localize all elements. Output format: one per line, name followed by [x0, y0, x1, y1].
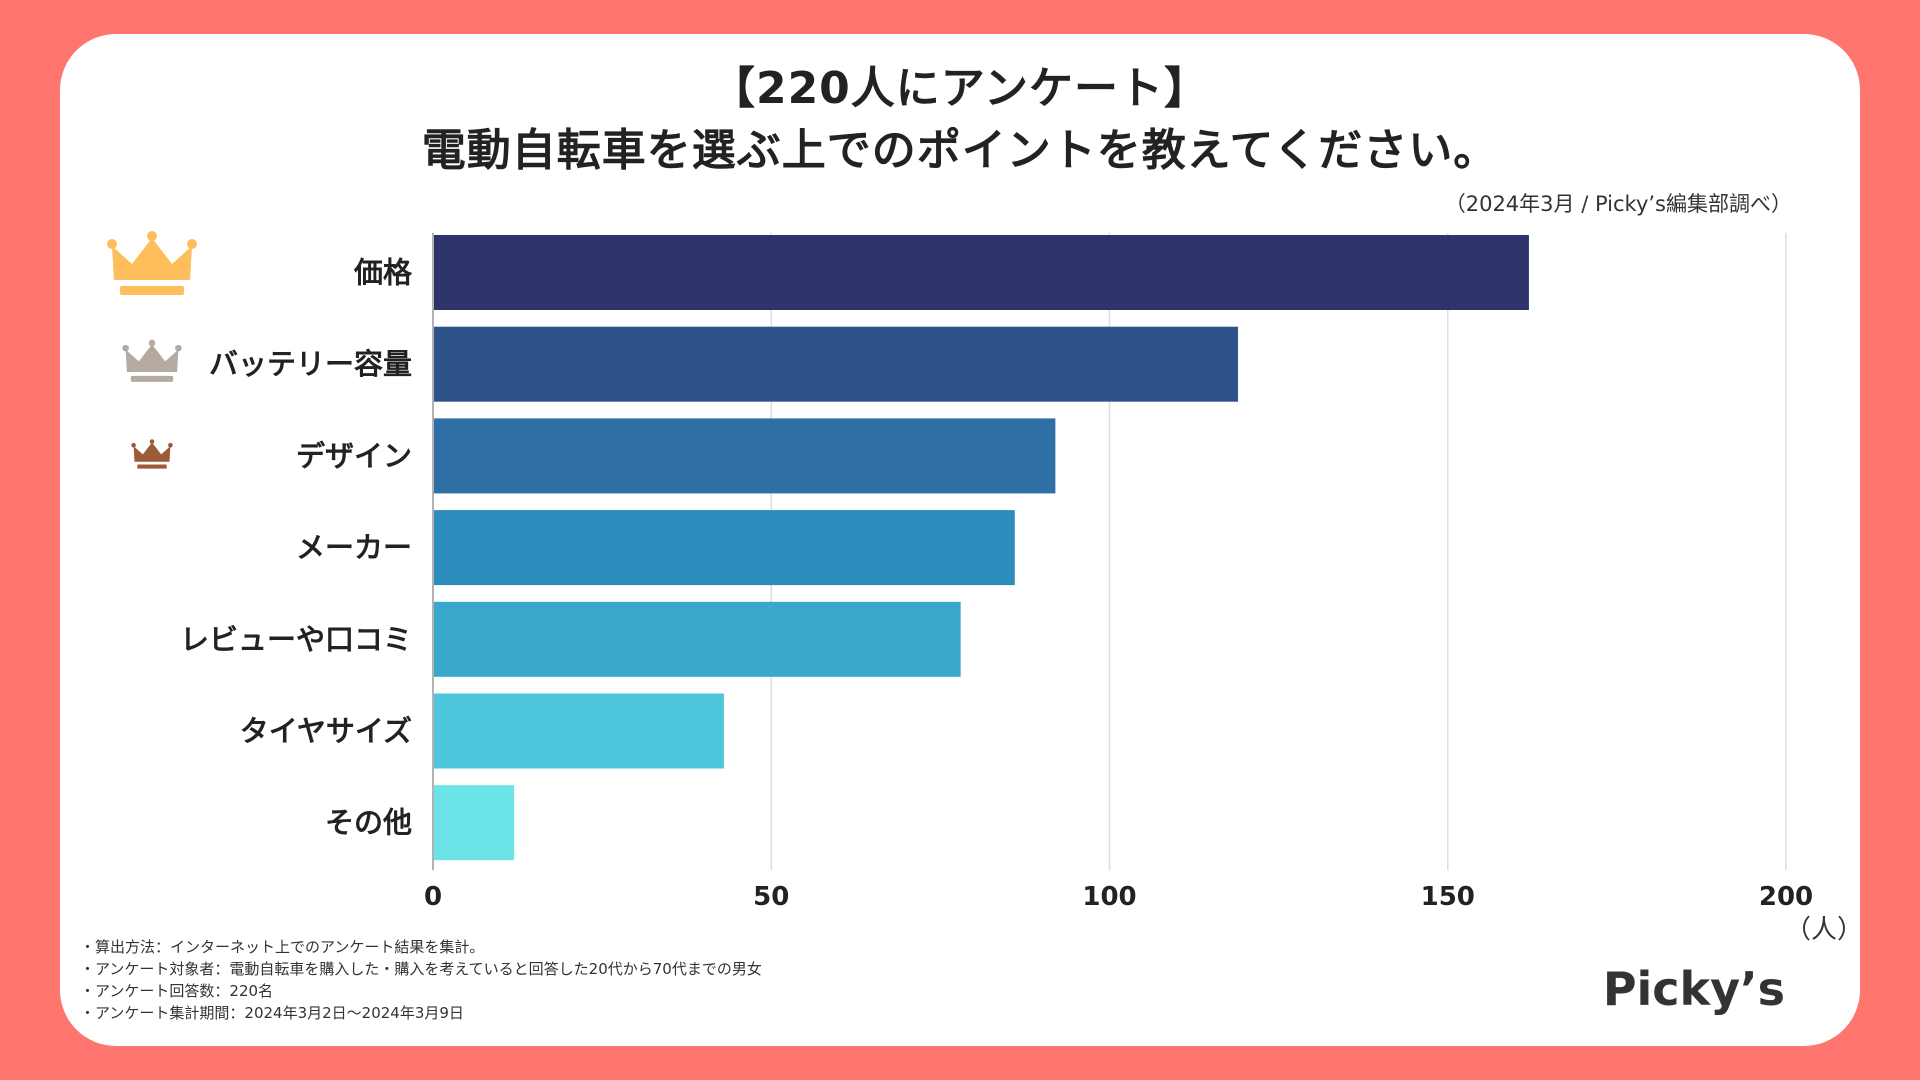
bar — [434, 785, 515, 861]
bar — [434, 235, 1529, 310]
category-label: レビューや口コミ — [180, 622, 412, 656]
note-method: ・算出方法：インターネット上でのアンケート結果を集計。 — [80, 938, 485, 956]
bar — [434, 693, 724, 769]
category-label: メーカー — [296, 531, 412, 565]
x-tick-label: 100 — [1082, 882, 1136, 912]
x-tick-label: 150 — [1421, 882, 1475, 912]
bar — [434, 601, 961, 677]
note-target: ・アンケート対象者：電動自転車を購入した・購入を考えていると回答した20代から7… — [80, 960, 762, 978]
category-label: バッテリー容量 — [209, 347, 412, 381]
note-period: ・アンケート集計期間：2024年3月2日〜2024年3月9日 — [80, 1004, 464, 1022]
crown-gold-icon — [107, 231, 197, 295]
note-count: ・アンケート回答数：220名 — [80, 982, 274, 1000]
x-tick-label: 50 — [753, 882, 789, 912]
bar — [434, 418, 1056, 494]
source-note: （2024年3月 / Picky’s編集部調べ） — [1444, 192, 1792, 216]
x-tick-label: 0 — [424, 882, 442, 912]
chart-title-line2: 電動自転車を選ぶ上でのポイントを教えてください。 — [421, 125, 1499, 176]
category-label: その他 — [325, 806, 412, 840]
crown-silver-icon — [122, 339, 182, 382]
crown-bronze-icon — [131, 439, 173, 469]
bar — [434, 326, 1239, 402]
bar — [434, 510, 1015, 586]
x-tick-label: 200 — [1759, 882, 1813, 912]
category-label: タイヤサイズ — [240, 714, 412, 748]
x-axis-unit: （人） — [1785, 915, 1863, 945]
survey-notes: ・算出方法：インターネット上でのアンケート結果を集計。 ・アンケート対象者：電動… — [80, 936, 762, 1024]
chart-title-line1: 【220人にアンケート】 — [710, 63, 1210, 114]
category-label: デザイン — [296, 439, 412, 473]
pickys-logo: Picky’s — [1602, 962, 1785, 1016]
category-label: 価格 — [353, 256, 413, 290]
